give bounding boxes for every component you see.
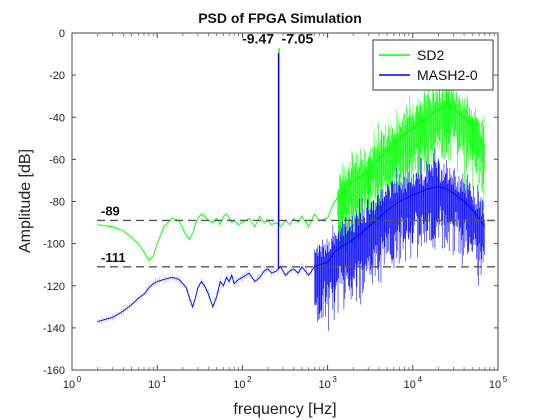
x-tick-base-1: 10	[148, 379, 160, 391]
reference-lines: -89 -111	[97, 203, 498, 268]
legend-box	[372, 39, 494, 91]
series-group	[97, 73, 486, 331]
legend-label-1: MASH2-0	[417, 67, 478, 83]
x-tick-label-3: 10 3	[318, 375, 337, 391]
chart-title: PSD of FPGA Simulation	[198, 10, 362, 26]
series-1	[97, 148, 486, 331]
y-tick-label-5: -100	[43, 239, 65, 251]
legend-label-0: SD2	[417, 47, 444, 63]
reference-label-0: -89	[101, 203, 120, 218]
legend: SD2 MASH2-0	[372, 39, 494, 91]
x-tick-label-2: 10 2	[233, 375, 252, 391]
x-tick-base-2: 10	[233, 379, 245, 391]
y-tick-label-4: -80	[49, 197, 65, 209]
x-tick-base-3: 10	[318, 379, 330, 391]
x-tick-exp-5: 5	[503, 375, 508, 384]
annotation-0: -9.47	[242, 31, 274, 47]
x-tick-exp-1: 1	[162, 375, 167, 384]
series-0	[97, 73, 486, 264]
x-tick-exp-4: 4	[418, 375, 423, 384]
annotations: -9.47 -7.05	[242, 31, 313, 47]
data-layer	[97, 47, 486, 331]
y-tick-label-7: -140	[43, 323, 65, 335]
x-tick-label-1: 10 1	[148, 375, 167, 391]
x-tick-exp-3: 3	[332, 375, 337, 384]
x-tick-exp-0: 0	[77, 375, 82, 384]
y-tick-label-3: -60	[49, 154, 65, 166]
x-tick-label-4: 10 4	[404, 375, 423, 391]
x-tick-exp-2: 2	[247, 375, 252, 384]
annotation-1: -7.05	[281, 31, 313, 47]
y-tick-label-6: -120	[43, 281, 65, 293]
y-tick-label-2: -40	[49, 112, 65, 124]
x-tick-label-5: 10 5	[489, 375, 508, 391]
y-tick-label-8: -160	[43, 365, 65, 377]
y-tick-label-1: -20	[49, 70, 65, 82]
x-tick-base-4: 10	[404, 379, 416, 391]
reference-label-1: -111	[101, 250, 126, 265]
x-tick-base-0: 10	[63, 379, 75, 391]
x-tick-base-5: 10	[489, 379, 501, 391]
y-tick-label-0: 0	[59, 28, 65, 40]
x-axis-label: frequency [Hz]	[233, 401, 336, 418]
y-axis-label: Amplitude [dB]	[17, 149, 34, 253]
spike-group	[277, 47, 280, 269]
x-tick-label-0: 10 0	[63, 375, 82, 391]
